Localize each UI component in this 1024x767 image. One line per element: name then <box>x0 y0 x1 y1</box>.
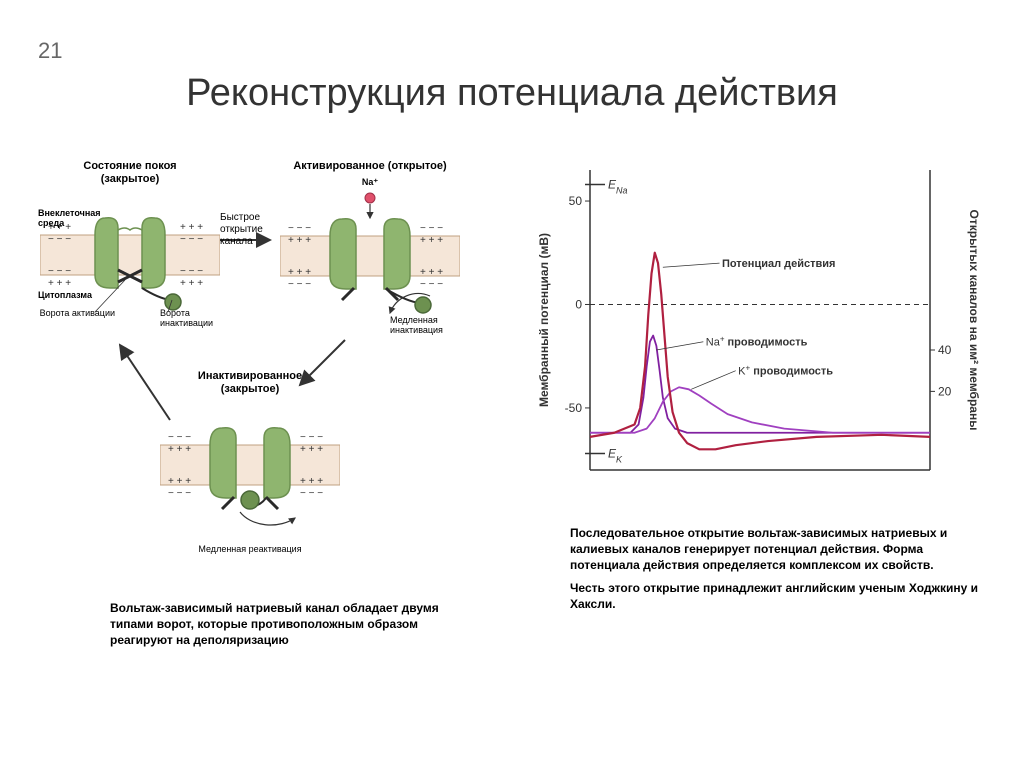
left-caption: Вольтаж-зависимый натриевый канал облада… <box>20 570 490 649</box>
label-fast-open: Быстроеоткрытиеканала <box>220 212 263 248</box>
slide-number: 21 <box>38 38 62 64</box>
svg-text:20: 20 <box>938 384 952 398</box>
svg-text:40: 40 <box>938 343 952 357</box>
channel-diagram-panel: Состояние покоя (закрытое) + + + + + + −… <box>20 150 490 730</box>
chart-svg: -50 0 50 20 40 ENa EK Потенциал действия Na+ про… <box>530 150 990 510</box>
svg-text:Открытых каналов на им² мембра: Открытых каналов на им² мембраны <box>967 210 981 431</box>
svg-text:50: 50 <box>569 194 583 208</box>
svg-text:K+ проводимость: K+ проводимость <box>738 363 833 378</box>
right-caption: Последовательное открытие вольтаж-зависи… <box>530 510 1010 612</box>
svg-text:0: 0 <box>575 297 582 311</box>
svg-text:Na+ проводимость: Na+ проводимость <box>706 334 808 349</box>
svg-text:EK: EK <box>608 446 623 464</box>
svg-text:ENa: ENa <box>608 177 628 195</box>
svg-text:Потенциал действия: Потенциал действия <box>722 258 836 270</box>
chart-panel: -50 0 50 20 40 ENa EK Потенциал действия Na+ про… <box>530 150 1010 730</box>
channel-diagram: Состояние покоя (закрытое) + + + + + + −… <box>20 150 490 570</box>
svg-text:-50: -50 <box>565 401 583 415</box>
action-potential-chart: -50 0 50 20 40 ENa EK Потенциал действия Na+ про… <box>530 150 990 510</box>
svg-text:Мембранный потенциал (мВ): Мембранный потенциал (мВ) <box>537 233 551 407</box>
page-title: Реконструкция потенциала действия <box>0 72 1024 115</box>
